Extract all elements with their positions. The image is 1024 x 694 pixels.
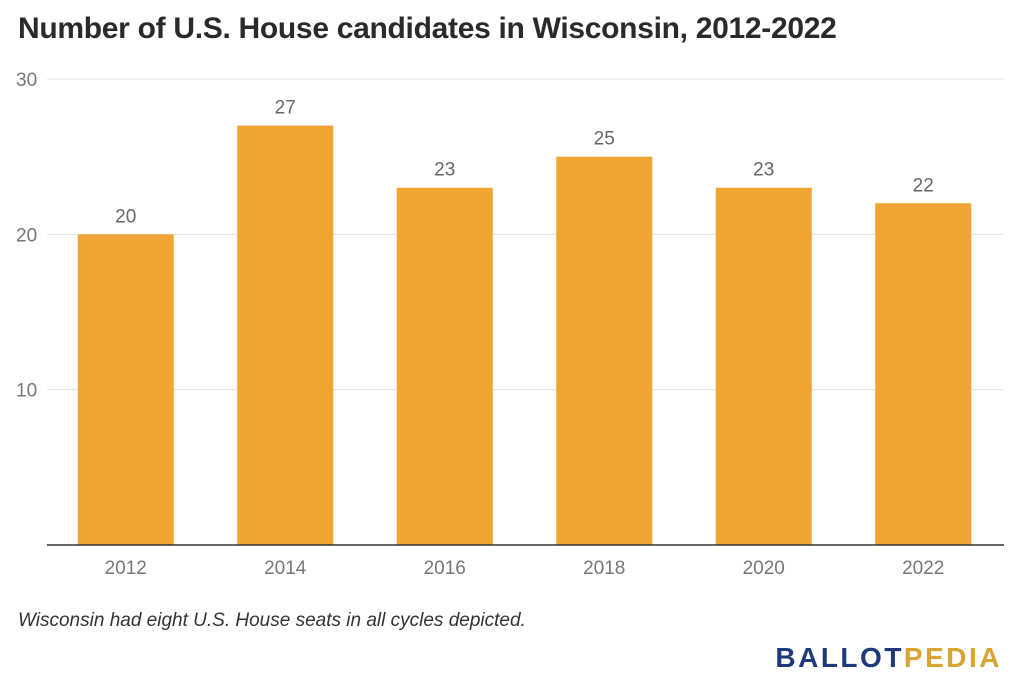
bar-2016 — [396, 187, 493, 545]
bar-2020 — [715, 187, 812, 545]
logo-pedia-text: PEDIA — [903, 642, 1002, 673]
data-label-2014: 27 — [275, 98, 296, 119]
data-label-2020: 23 — [753, 160, 774, 181]
y-tick-label-30: 30 — [16, 70, 37, 91]
bar-2014 — [237, 125, 334, 545]
y-tick-label-10: 10 — [16, 381, 37, 402]
chart-title: Number of U.S. House candidates in Wisco… — [18, 12, 837, 45]
x-tick-label-2014: 2014 — [264, 558, 307, 579]
x-tick-label-2020: 2020 — [743, 558, 785, 579]
data-label-2016: 23 — [434, 160, 455, 181]
y-tick-label-20: 20 — [16, 225, 37, 246]
data-label-2012: 20 — [115, 206, 136, 227]
data-label-2018: 25 — [594, 129, 615, 150]
data-labels: 20 27 23 25 23 22 — [115, 98, 934, 228]
footnote: Wisconsin had eight U.S. House seats in … — [18, 610, 526, 631]
bar-2022 — [875, 203, 972, 545]
x-tick-label-2018: 2018 — [583, 558, 625, 579]
x-tick-label-2022: 2022 — [902, 558, 944, 579]
data-label-2022: 22 — [913, 175, 934, 196]
x-axis: 2012 2014 2016 2018 2020 2022 — [47, 544, 1004, 579]
ballotpedia-logo: BALLOTPEDIA — [775, 644, 1002, 672]
bars — [77, 125, 972, 546]
bar-chart: 20 27 23 25 23 22 2012 2014 2016 2018 2020 2022 10… — [16, 70, 1004, 579]
y-axis: 10 20 30 — [16, 70, 37, 402]
logo-ballot-text: BALLOT — [775, 642, 904, 673]
grid-lines — [47, 78, 1004, 391]
bar-2018 — [556, 156, 653, 545]
x-tick-label-2012: 2012 — [105, 558, 147, 579]
x-tick-label-2016: 2016 — [424, 558, 466, 579]
bar-2012 — [77, 234, 174, 546]
